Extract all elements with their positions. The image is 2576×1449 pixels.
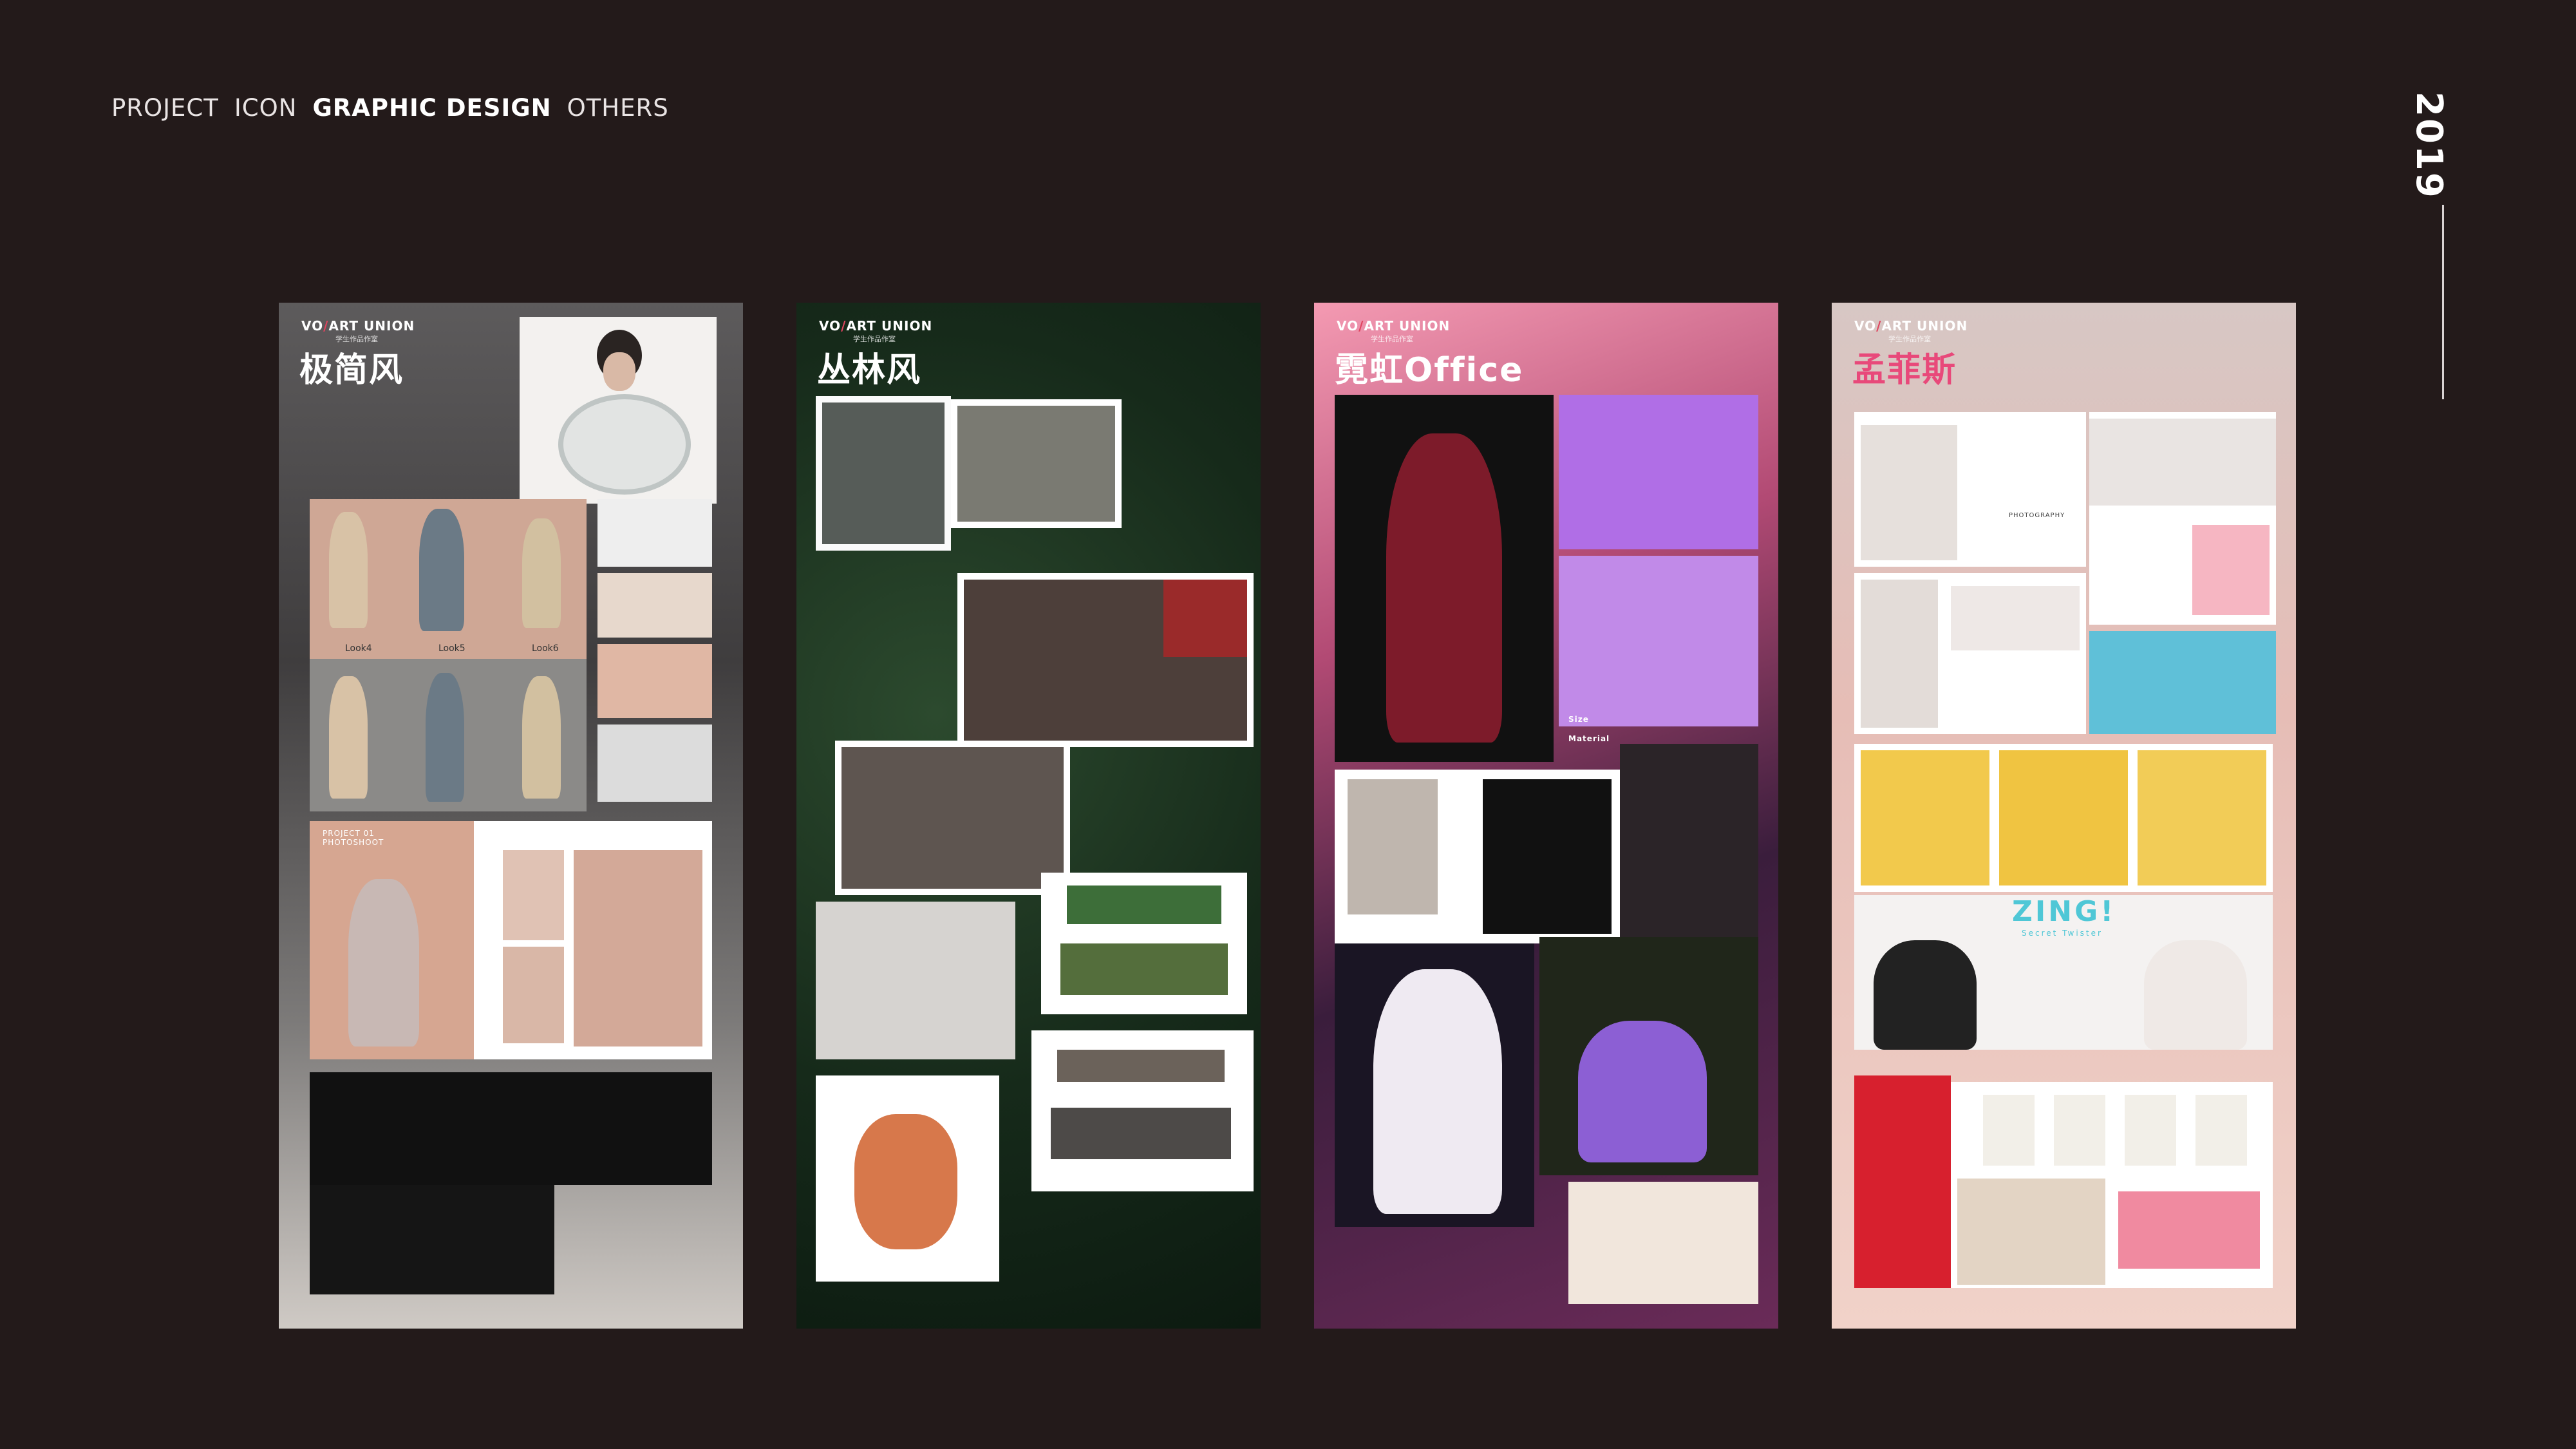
panel-title: 丛林风 (817, 351, 922, 390)
panel-title: 霓虹Office (1335, 351, 1524, 390)
top-navigation: PROJECT ICON GRAPHIC DESIGN OTHERS (111, 94, 684, 122)
look-caption: Look4 (345, 643, 372, 654)
collage-photo (1559, 395, 1758, 549)
collage-photo (1559, 556, 1758, 726)
brand-subtitle: 学生作品作室 (853, 335, 896, 343)
project-spread: PROJECT 01 PHOTOSHOOT (310, 821, 712, 1059)
panel-jungle[interactable]: VO/ART UNION 学生作品作室 丛林风 (796, 303, 1261, 1329)
photography-label: PHOTOGRAPHY (2009, 512, 2065, 519)
year-label: 2019 (2408, 91, 2450, 200)
yellow-lookbook (1854, 744, 2273, 892)
collage-photo (816, 396, 951, 551)
collage-photo (835, 741, 1070, 895)
collage-photo (951, 399, 1122, 528)
look-caption: Look5 (438, 643, 465, 654)
zing-subtitle: Secret Twister (2022, 929, 2103, 938)
detail-photo (597, 573, 712, 638)
panel-title: 孟菲斯 (1852, 351, 1957, 390)
collage-photo (957, 573, 1254, 747)
collage-photo (1539, 937, 1758, 1175)
brand-subtitle: 学生作品作室 (335, 335, 378, 343)
collage-photo (1335, 943, 1534, 1227)
collage-photo (2089, 631, 2276, 734)
brand-logo: VO/ART UNION (301, 318, 415, 334)
collage-photo (1854, 1075, 1951, 1288)
panel-title: 极简风 (299, 351, 404, 390)
collage-photo (1568, 1182, 1758, 1304)
hero-photo (520, 317, 717, 504)
panel-neon-office[interactable]: VO/ART UNION 学生作品作室 霓虹Office Size Materi… (1314, 303, 1778, 1329)
collage-photo (1854, 573, 2086, 734)
look-caption: Look6 (532, 643, 559, 654)
collage-photo (816, 1075, 999, 1282)
collage-photo (1031, 1030, 1254, 1191)
nav-item-others[interactable]: OTHERS (567, 94, 669, 122)
panel-memphis[interactable]: VO/ART UNION 学生作品作室 孟菲斯 PHOTOGRAPHY ZING… (1832, 303, 2296, 1329)
spec-label: Size (1568, 715, 1589, 724)
collage-photo (1951, 1082, 2273, 1288)
detail-photo (597, 644, 712, 718)
panel-minimalism[interactable]: VO/ART UNION 学生作品作室 极简风 Look4 Look5 Look… (279, 303, 743, 1329)
brand-subtitle: 学生作品作室 (1371, 335, 1413, 343)
nav-item-icon[interactable]: ICON (234, 94, 297, 122)
looks-photo-grid: Look4 Look5 Look6 (310, 499, 587, 811)
swatch-detail (310, 1185, 554, 1294)
spec-label: Material (1568, 734, 1610, 743)
brand-subtitle: 学生作品作室 (1888, 335, 1931, 343)
collage-photo (816, 902, 1015, 1059)
detail-photo (597, 724, 712, 802)
collage-photo (2089, 412, 2276, 625)
collage-photo: PHOTOGRAPHY (1854, 412, 2086, 567)
year-divider-line (2442, 205, 2444, 399)
collage-photo (1335, 395, 1554, 762)
collage-photo (1041, 873, 1247, 1014)
swatch-strip (310, 1072, 712, 1185)
zing-banner: ZING! Secret Twister (1854, 895, 2273, 1050)
collage-photo (1620, 744, 1758, 937)
collage-photo (1335, 770, 1628, 943)
project-label: PROJECT 01 PHOTOSHOOT (323, 829, 384, 847)
detail-photo (597, 499, 712, 567)
brand-logo: VO/ART UNION (819, 318, 933, 334)
nav-item-project[interactable]: PROJECT (111, 94, 219, 122)
zing-title: ZING! (2012, 895, 2116, 928)
brand-logo: VO/ART UNION (1337, 318, 1451, 334)
nav-item-graphic-design[interactable]: GRAPHIC DESIGN (312, 94, 552, 122)
brand-logo: VO/ART UNION (1854, 318, 1968, 334)
